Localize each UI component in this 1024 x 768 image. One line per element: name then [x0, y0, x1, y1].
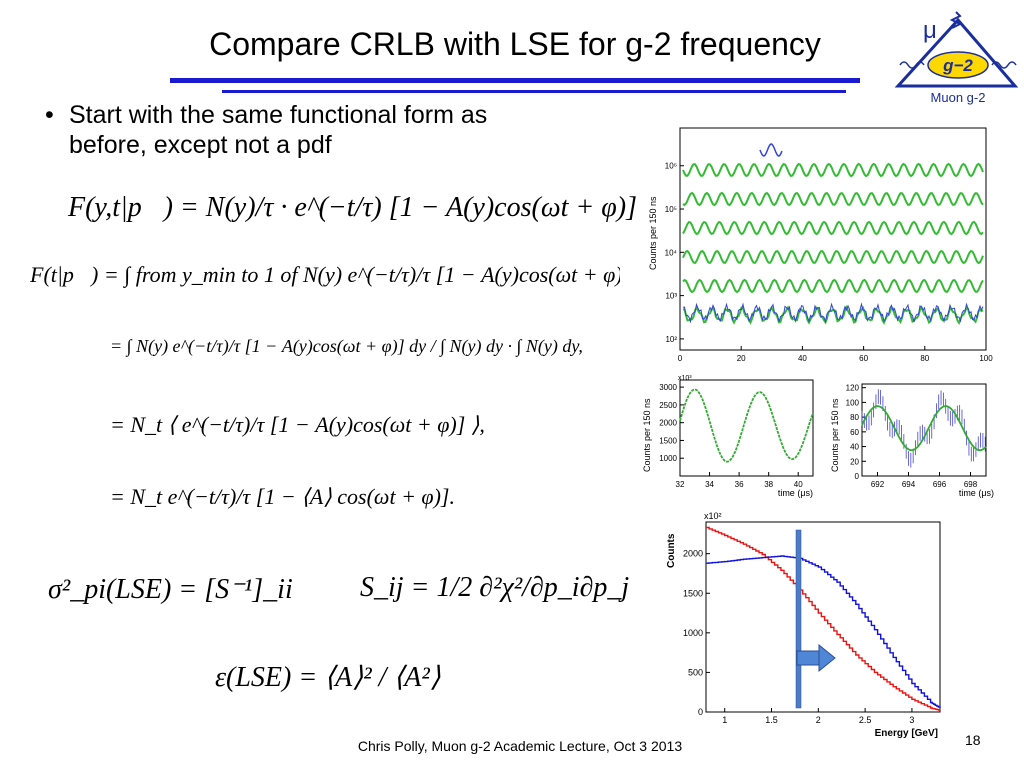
logo-caption: Muon g-2: [931, 90, 986, 105]
chart1-ytick-label: 10²: [665, 335, 677, 344]
chart3-ylabel: Counts per 150 ns: [830, 398, 840, 472]
chart4-xtick-label: 2: [816, 715, 821, 725]
chart4-series-1: [706, 555, 941, 708]
logo-triangle-icon: [894, 17, 1019, 88]
chart2-xtick-label: 32: [676, 480, 685, 489]
equation-line-4: = N_t e^(−t/τ)/τ [1 − ⟨A⟩ cos(ωt + φ)].: [110, 484, 455, 509]
chart1-xtick-label: 0: [678, 354, 683, 363]
chart3-xtick-label: 698: [964, 480, 978, 489]
chart1-ytick-label: 10⁶: [665, 162, 677, 171]
chart2-ytick-label: 1500: [659, 436, 677, 445]
logo-badge-text: g−2: [942, 56, 973, 75]
chart1-wiggle-band: [682, 220, 984, 236]
bullet-text: Start with the same functional form as b…: [69, 101, 488, 159]
chart-early-time: x10³ Counts per 150 ns time (μs) 32 34 36 3…: [642, 375, 814, 498]
chart2-xtick-label: 40: [794, 480, 803, 489]
chart1-early-band: [759, 143, 783, 157]
chart1-xtick-label: 20: [737, 354, 746, 363]
equation-line-2: = ∫ N(y) e^(−t/τ)/τ [1 − A(y)cos(ωt + φ)…: [110, 336, 583, 356]
chart1-xtick-label: 80: [920, 354, 929, 363]
logo-mu: μ: [923, 17, 937, 44]
equation-line-1: F(t|p⃗) = ∫ from y_min to 1 of N(y) e^(−…: [30, 262, 620, 287]
equation-model: F(y,t|p⃗) = N(y)/τ · e^(−t/τ) [1 − A(y)c…: [68, 192, 637, 223]
muon-g2-logo: μ g−2 Muon g-2: [894, 11, 1019, 105]
chart4-exponent: x10²: [704, 511, 722, 521]
chart1-wiggle-band: [682, 249, 984, 265]
equation-sigma: σ²_pi(LSE) = [S⁻¹]_ii: [48, 574, 293, 605]
chart1-ytick-label: 10³: [665, 292, 677, 301]
chart4-ylabel: Counts: [666, 533, 677, 568]
chart2-fit-curve: [679, 388, 814, 463]
equation-epsilon: ε(LSE) = ⟨A⟩² / ⟨A²⟩: [215, 662, 441, 693]
chart1-wiggle-band: [682, 191, 984, 207]
chart3-ytick-label: 20: [850, 457, 859, 466]
chart3-ytick-label: 40: [850, 443, 859, 452]
footer-text: Chris Polly, Muon g-2 Academic Lecture, …: [357, 738, 683, 754]
chart3-ytick-label: 100: [846, 398, 860, 407]
chart2-xtick-label: 38: [764, 480, 773, 489]
chart4-xtick-label: 1.5: [765, 715, 778, 725]
chart3-fit-curve: [861, 405, 987, 452]
slide-number: 18: [965, 732, 981, 748]
chart3-ytick-label: 60: [850, 428, 859, 437]
logo-badge-icon: [927, 51, 989, 79]
chart3-xlabel: time (μs): [959, 488, 994, 498]
threshold-marker: [795, 529, 802, 709]
chart2-xlabel: time (μs): [778, 488, 813, 498]
chart1-data-band: [682, 302, 984, 324]
chart3-xtick-label: 694: [902, 480, 916, 489]
chart-wiggle-overview: Counts per 150 ns 0 20 40 60 80 100 10² 10³ 10⁴ 1…: [648, 127, 993, 363]
chart2-ylabel: Counts per 150 ns: [642, 398, 652, 472]
chart3-xtick-label: 692: [871, 480, 885, 489]
chart2-ytick-label: 1000: [659, 454, 677, 463]
chart2-xtick-label: 36: [735, 480, 744, 489]
logo-wiggle-icon: [949, 11, 963, 29]
chart1-ytick-label: 10⁴: [665, 248, 678, 257]
slide-title: Compare CRLB with LSE for g-2 frequency: [209, 26, 821, 62]
chart3-ytick-label: 80: [850, 413, 859, 422]
title-rule-thick: [170, 78, 860, 83]
chart4-ytick-label: 0: [698, 707, 703, 717]
chart1-wiggle-band: [682, 305, 984, 325]
chart2-xtick-label: 34: [705, 480, 714, 489]
chart2-exponent: x10³: [678, 375, 692, 382]
chart4-ytick-label: 2000: [683, 549, 703, 559]
title-rule-thin: [222, 90, 846, 93]
chart1-xtick-label: 100: [979, 354, 993, 363]
chart4-ytick-label: 1500: [683, 588, 703, 598]
chart4-xtick-label: 1: [722, 715, 727, 725]
chart3-xtick-label: 696: [933, 480, 947, 489]
chart2-ytick-label: 2500: [659, 401, 677, 410]
equation-sij: S_ij = 1/2 ∂²χ²/∂p_i∂p_j: [360, 572, 630, 603]
chart1-wiggle-band: [682, 278, 984, 294]
chart4-xtick-label: 2.5: [859, 715, 872, 725]
chart4-series-0: [706, 526, 941, 711]
chart1-ylabel: Counts per 150 ns: [648, 196, 658, 270]
chart4-xlabel: Energy [GeV]: [875, 728, 938, 738]
arrow-right-icon: [796, 643, 836, 673]
chart1-xtick-label: 40: [798, 354, 807, 363]
chart2-ytick-label: 2000: [659, 419, 677, 428]
chart1-xtick-label: 60: [859, 354, 868, 363]
chart3-ytick-label: 120: [846, 384, 860, 393]
bullet-dot-icon: •: [45, 101, 54, 129]
chart-energy-spectrum: x10² Counts Energy [GeV] 1 1.5 2 2.5 3 0 500 10…: [666, 511, 941, 738]
chart2-frame: [679, 379, 814, 477]
chart-late-time: Counts per 150 ns time (μs) 692 694 696 698…: [830, 383, 994, 498]
chart2-ytick-label: 3000: [659, 383, 677, 392]
chart1-ytick-label: 10⁵: [665, 205, 677, 214]
logo-wave-left-icon: [899, 61, 925, 69]
chart4-ytick-label: 1000: [683, 628, 703, 638]
chart1-wiggle-band: [682, 162, 984, 178]
chart4-xtick-label: 3: [909, 715, 914, 725]
equation-line-3: = N_t ⟨ e^(−t/τ)/τ [1 − A(y)cos(ωt + φ)]…: [110, 412, 485, 437]
logo-wave-right-icon: [991, 61, 1017, 69]
chart4-ytick-label: 500: [688, 667, 703, 677]
chart3-ytick-label: 0: [855, 472, 860, 481]
